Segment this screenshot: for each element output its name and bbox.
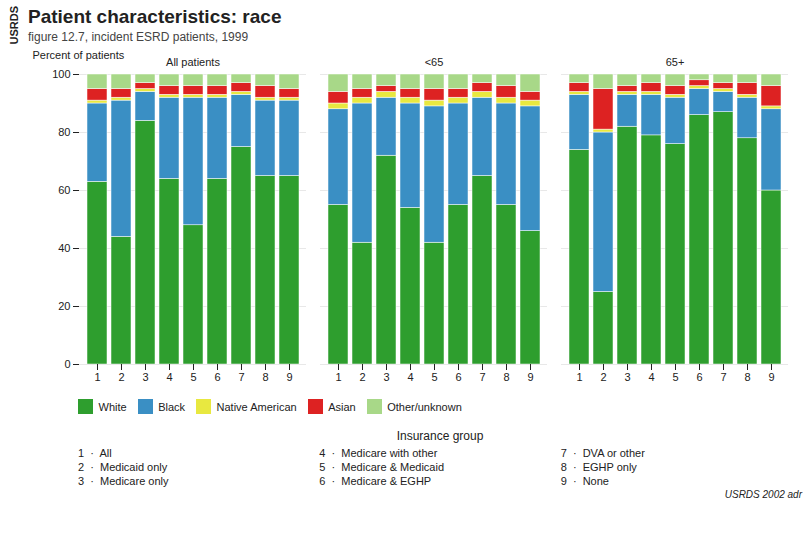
svg-text:3: 3 (142, 371, 148, 383)
svg-text:8: 8 (503, 371, 509, 383)
svg-text:40: 40 (58, 242, 70, 254)
svg-text:1: 1 (576, 371, 582, 383)
svg-text:1: 1 (335, 371, 341, 383)
html-text:USRDS: USRDS (8, 6, 20, 45)
svg-text:All patients: All patients (166, 56, 220, 68)
html-text:4 · Medicare with other: 4 · Medicare with other (319, 446, 438, 459)
svg-text:8: 8 (744, 371, 750, 383)
html-text:figure 12.7, incident ESRD pat: figure 12.7, incident ESRD patients, 199… (28, 30, 249, 44)
svg-text:3: 3 (624, 371, 630, 383)
html-text:8 · EGHP only: 8 · EGHP only (560, 460, 637, 473)
html-text:Other/unknown: Other/unknown (387, 400, 462, 413)
html-text:Native American: Native American (216, 400, 297, 413)
svg-text:5: 5 (190, 371, 196, 383)
svg-text:4: 4 (407, 371, 413, 383)
svg-text:9: 9 (286, 371, 292, 383)
svg-text:7: 7 (720, 371, 726, 383)
html-text:White: White (98, 400, 127, 413)
svg-text:5: 5 (431, 371, 437, 383)
html-text:USRDS 2002 adr: USRDS 2002 adr (724, 488, 802, 500)
svg-text:4: 4 (166, 371, 172, 383)
svg-text:6: 6 (214, 371, 220, 383)
html-text:1 · All: 1 · All (78, 446, 112, 459)
html-text:2 · Medicaid only: 2 · Medicaid only (78, 460, 168, 473)
svg-text:5: 5 (672, 371, 678, 383)
svg-text:3: 3 (383, 371, 389, 383)
svg-text:100: 100 (52, 68, 70, 80)
svg-text:0: 0 (64, 358, 70, 370)
html-text:5 · Medicare & Medicaid: 5 · Medicare & Medicaid (319, 460, 444, 473)
svg-text:9: 9 (768, 371, 774, 383)
svg-text:1: 1 (94, 371, 100, 383)
html-text:9 · None: 9 · None (560, 474, 609, 487)
html-text:3 · Medicare only: 3 · Medicare only (78, 474, 169, 487)
svg-text:7: 7 (238, 371, 244, 383)
svg-text:2: 2 (600, 371, 606, 383)
html-text:Asian: Asian (328, 400, 356, 413)
svg-text:8: 8 (262, 371, 268, 383)
svg-text:20: 20 (58, 300, 70, 312)
html-text:Black: Black (158, 400, 185, 413)
html-text:7 · DVA or other: 7 · DVA or other (560, 446, 645, 459)
svg-text:60: 60 (58, 184, 70, 196)
svg-text:65+: 65+ (666, 56, 685, 68)
svg-text:6: 6 (696, 371, 702, 383)
svg-text:2: 2 (359, 371, 365, 383)
html-text:6 · Medicare & EGHP: 6 · Medicare & EGHP (319, 474, 432, 487)
svg-text:2: 2 (118, 371, 124, 383)
svg-text:Percent of patients: Percent of patients (33, 49, 125, 61)
svg-text:9: 9 (527, 371, 533, 383)
svg-text:80: 80 (58, 126, 70, 138)
svg-text:<65: <65 (425, 56, 444, 68)
html-text:Patient characteristics: race: Patient characteristics: race (28, 6, 282, 27)
svg-text:6: 6 (455, 371, 461, 383)
html-text:Insurance group: Insurance group (396, 428, 484, 443)
svg-text:4: 4 (648, 371, 654, 383)
svg-text:7: 7 (479, 371, 485, 383)
